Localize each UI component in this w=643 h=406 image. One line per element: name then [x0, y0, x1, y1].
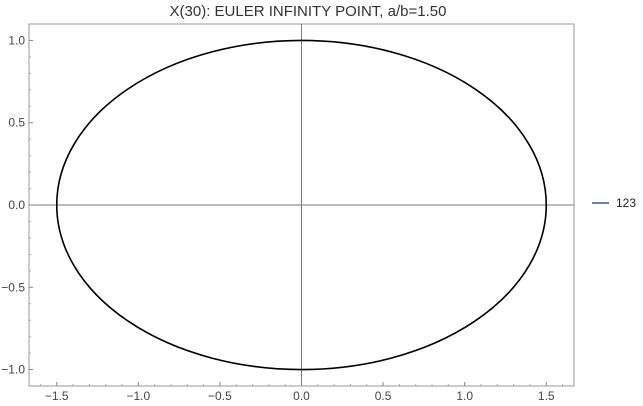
chart-title: X(30): EULER INFINITY POINT, a/b=1.50 [170, 3, 447, 20]
legend-label: 123 [616, 196, 636, 210]
y-tick-label: −0.5 [1, 280, 25, 294]
y-tick-label: 0.5 [8, 116, 25, 130]
y-tick-label: −1.0 [1, 363, 25, 377]
x-tick-label: 1.0 [456, 389, 473, 403]
x-tick-label: 0.5 [375, 389, 392, 403]
x-tick-label: 1.5 [538, 389, 555, 403]
x-tick-label: 0.0 [293, 389, 310, 403]
series-curve-123 [55, 39, 548, 371]
x-tick-label: −1.5 [45, 389, 69, 403]
legend: 123 [592, 196, 636, 210]
y-tick-label: 0.0 [8, 198, 25, 212]
x-tick-label: −0.5 [208, 389, 232, 403]
ticks: −1.5 −1.0 −0.5 0.0 0.5 1.0 1.5 −1.0 −0.5 0.0 0.5 1.… [1, 33, 564, 403]
y-tick-label: 1.0 [8, 33, 25, 47]
series-layer [55, 39, 548, 371]
x-tick-label: −1.0 [126, 389, 150, 403]
